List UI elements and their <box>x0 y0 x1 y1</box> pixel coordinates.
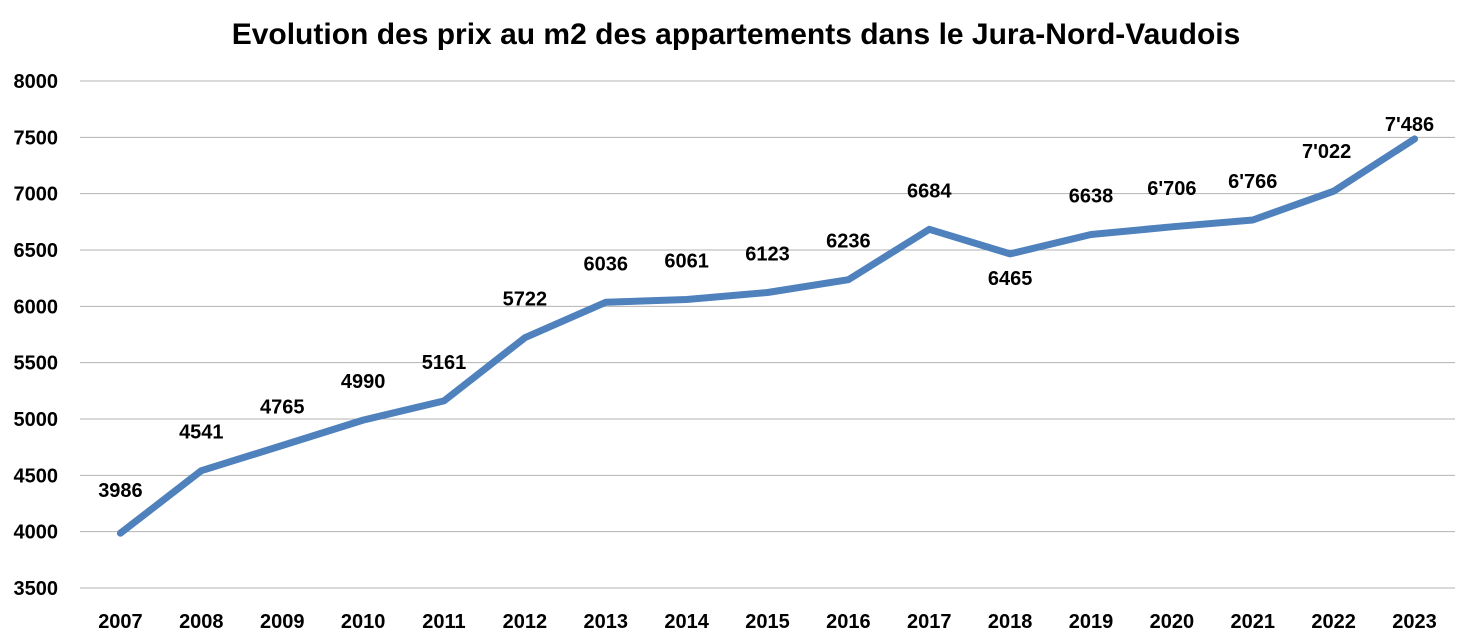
data-point <box>1089 232 1094 237</box>
y-tick-label: 4000 <box>14 522 59 544</box>
data-label: 3986 <box>98 480 143 502</box>
x-tick-label: 2021 <box>1231 611 1276 633</box>
x-axis-ticks: 2007 2008 2009 2010 2011 2012 2013 2014 2015 2016… <box>98 611 1437 633</box>
data-point <box>1412 136 1417 141</box>
x-tick-label: 2014 <box>664 611 709 633</box>
y-tick-label: 3500 <box>14 578 59 600</box>
data-label: 4765 <box>260 396 305 418</box>
data-point <box>118 531 123 536</box>
x-tick-label: 2023 <box>1392 611 1437 633</box>
x-tick-label: 2020 <box>1150 611 1195 633</box>
x-tick-label: 2009 <box>260 611 305 633</box>
y-tick-label: 7000 <box>14 184 59 206</box>
x-tick-label: 2017 <box>907 611 952 633</box>
x-tick-label: 2019 <box>1069 611 1114 633</box>
data-point <box>1331 189 1336 194</box>
data-point <box>684 297 689 302</box>
data-label: 6123 <box>745 243 790 265</box>
y-tick-label: 5000 <box>14 409 59 431</box>
data-label: 6638 <box>1069 185 1114 207</box>
data-point <box>603 300 608 305</box>
data-label: 6236 <box>826 231 871 253</box>
x-tick-label: 2007 <box>98 611 143 633</box>
data-label: 6061 <box>664 250 709 272</box>
series-line <box>116 135 1419 537</box>
data-point <box>280 443 285 448</box>
data-label: 5161 <box>422 352 467 374</box>
x-tick-label: 2016 <box>826 611 871 633</box>
data-point <box>846 277 851 282</box>
x-tick-label: 2013 <box>583 611 628 633</box>
x-tick-label: 2022 <box>1311 611 1356 633</box>
data-label: 6'766 <box>1228 171 1277 193</box>
data-point <box>1169 224 1174 229</box>
y-axis-ticks: 3500 4000 4500 5000 5500 6000 6500 7000 7500 8000 <box>14 71 59 600</box>
data-point <box>522 335 527 340</box>
x-tick-label: 2015 <box>745 611 790 633</box>
data-point <box>1008 251 1013 256</box>
data-point <box>1250 218 1255 223</box>
data-point <box>927 227 932 232</box>
y-tick-label: 6500 <box>14 240 59 262</box>
data-label: 7'486 <box>1385 114 1434 136</box>
data-label: 6684 <box>907 180 952 202</box>
x-tick-label: 2008 <box>179 611 224 633</box>
data-label: 6465 <box>988 268 1033 290</box>
data-label: 4541 <box>179 422 224 444</box>
data-point <box>765 290 770 295</box>
x-tick-label: 2012 <box>503 611 548 633</box>
data-point <box>361 418 366 423</box>
data-label: 5722 <box>503 289 548 311</box>
x-tick-label: 2018 <box>988 611 1033 633</box>
x-tick-label: 2010 <box>341 611 386 633</box>
y-tick-label: 4500 <box>14 465 59 487</box>
data-point <box>441 398 446 403</box>
x-tick-label: 2011 <box>422 611 465 633</box>
data-label: 4990 <box>341 371 386 393</box>
data-label: 6'706 <box>1147 178 1196 200</box>
data-label: 6036 <box>583 253 628 275</box>
chart-title: Evolution des prix au m2 des appartement… <box>232 18 1241 51</box>
series-group <box>116 135 1419 537</box>
data-label: 7'022 <box>1302 141 1351 163</box>
y-tick-label: 8000 <box>14 71 59 93</box>
y-tick-label: 7500 <box>14 127 59 149</box>
y-tick-label: 5500 <box>14 353 59 375</box>
data-point <box>199 468 204 473</box>
gridlines <box>80 80 1455 589</box>
data-labels: 3986 4541 4765 4990 5161 5722 6036 6061 6123 6236… <box>98 114 1434 502</box>
y-tick-label: 6000 <box>14 296 59 318</box>
